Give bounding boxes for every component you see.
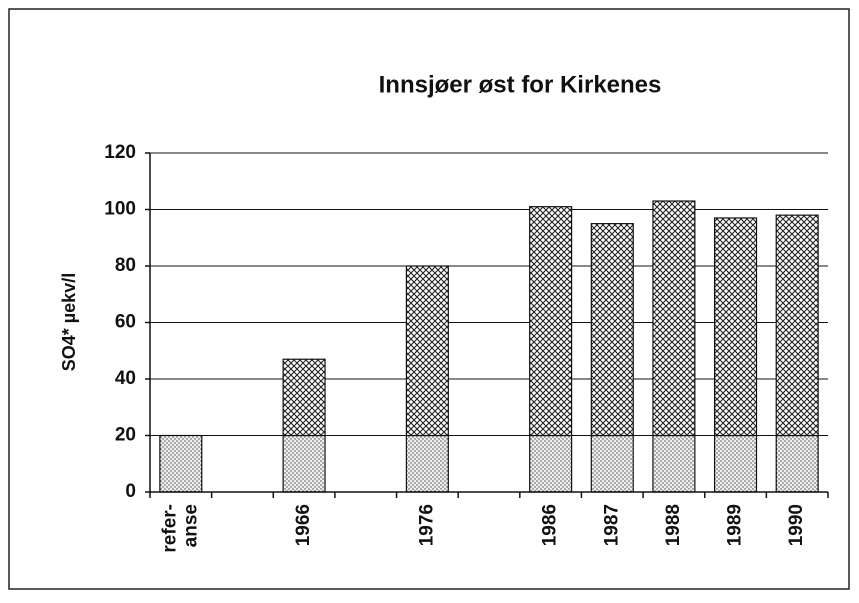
bar-segment: [775, 214, 819, 437]
x-tick-label: 1987: [601, 504, 622, 546]
y-tick-label: 80: [115, 255, 136, 276]
bar-segment: [282, 434, 326, 493]
bar-segment: [405, 265, 449, 437]
x-tick-label: 1989: [725, 504, 746, 546]
y-tick-label: 100: [104, 199, 136, 220]
bar-segment: [159, 434, 203, 493]
bar-segment: [529, 434, 573, 493]
y-tick-label: 40: [115, 368, 136, 389]
chart-title: Innsjøer øst for Kirkenes: [379, 71, 662, 98]
bar-segment: [590, 434, 634, 493]
frame: [8, 8, 850, 590]
bar-segment: [775, 434, 819, 493]
bar-segment: [529, 206, 573, 437]
x-tick-label: refer-anse: [159, 504, 201, 553]
y-tick-label: 60: [115, 312, 136, 333]
x-tick-label: 1986: [540, 504, 561, 546]
bar-segment: [652, 434, 696, 493]
bar-segment: [405, 434, 449, 493]
bar-segment: [713, 217, 758, 437]
x-tick-label: 1966: [293, 504, 314, 546]
x-tick-label: 1988: [663, 504, 684, 546]
y-tick-label: 120: [104, 142, 136, 163]
y-tick-label: 0: [125, 481, 136, 502]
x-tick-label: 1990: [786, 504, 807, 546]
y-tick-label: 20: [115, 425, 136, 446]
y-axis-label: SO4* µekv/l: [59, 273, 79, 371]
x-tick-label: 1976: [416, 504, 437, 546]
bar-segment: [282, 358, 326, 437]
bar-segment: [652, 200, 696, 437]
bar-segment: [590, 223, 634, 437]
bar-segment: [713, 434, 758, 493]
